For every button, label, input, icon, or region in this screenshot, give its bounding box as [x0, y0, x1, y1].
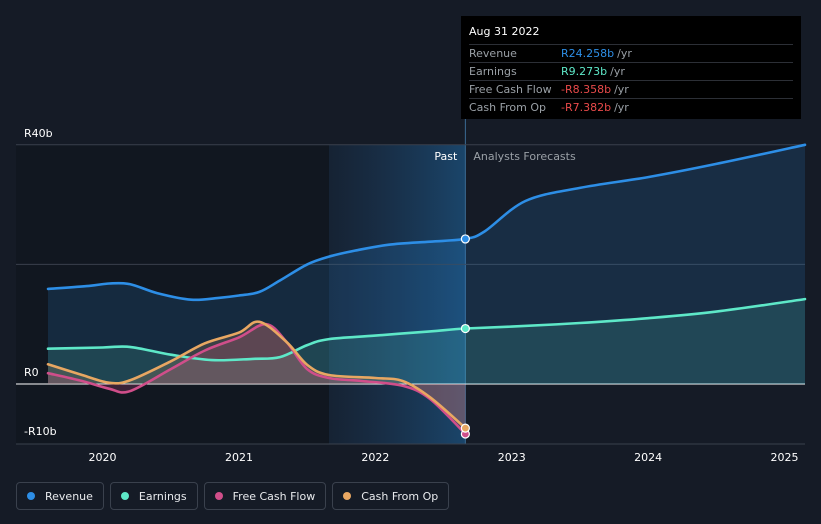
- tooltip-row: Free Cash Flow -R8.358b/yr: [469, 80, 793, 98]
- legend-label: Cash From Op: [361, 489, 439, 503]
- tooltip-row-unit: /yr: [617, 47, 632, 60]
- legend-dot-icon: [120, 492, 129, 500]
- tooltip-row-value: R24.258b: [561, 47, 615, 60]
- tooltip-row-value: -R7.382b: [561, 101, 612, 114]
- x-tick-label: 2022: [361, 451, 389, 464]
- y-tick-label: R0: [24, 366, 39, 379]
- tooltip-row-value: -R8.358b: [561, 83, 612, 96]
- tooltip-row-label: Earnings: [469, 65, 517, 78]
- cfo-line: [46, 320, 467, 430]
- y-tick-label: R40b: [24, 127, 53, 140]
- x-tick-label: 2025: [771, 451, 799, 464]
- legend-label: Earnings: [138, 489, 187, 503]
- x-tick-label: 2021: [225, 451, 253, 464]
- tooltip-row-label: Cash From Op: [469, 101, 547, 114]
- legend-item-revenue[interactable]: Revenue: [16, 482, 104, 510]
- legend-label: Free Cash Flow: [232, 489, 316, 503]
- data-tooltip: Aug 31 2022 Revenue R24.258b/yr Earnings R9…: [461, 16, 801, 119]
- chart-legend: Revenue Earnings Free Cash Flow Cash From O…: [16, 482, 450, 512]
- revenue-line: [46, 143, 807, 302]
- x-tick-label: 2020: [89, 451, 117, 464]
- legend-dot-icon: [27, 492, 35, 500]
- tooltip-row: Cash From Op -R7.382b/yr: [469, 98, 793, 116]
- x-tick-label: 2023: [498, 451, 526, 464]
- tooltip-row-unit: /yr: [610, 65, 625, 78]
- tooltip-row-unit: /yr: [614, 101, 629, 114]
- fcf-area: [48, 324, 466, 434]
- tooltip-date: Aug 31 2022: [469, 25, 540, 38]
- y-tick-label: -R10b: [24, 425, 57, 438]
- tooltip-row-value: R9.273b: [561, 65, 608, 78]
- x-tick-label: 2024: [634, 451, 662, 464]
- revenue-area: [48, 144, 805, 384]
- earnings-area: [48, 299, 805, 384]
- earnings-marker: [460, 323, 470, 334]
- forecast-label: Analysts Forecasts: [473, 150, 576, 163]
- earnings-line: [46, 297, 807, 362]
- tooltip-row-label: Revenue: [469, 47, 517, 60]
- legend-dot-icon: [214, 492, 223, 500]
- legend-item-earnings[interactable]: Earnings: [109, 482, 198, 510]
- tooltip-row-unit: /yr: [614, 83, 629, 96]
- history-background: [16, 144, 329, 445]
- cfo-marker: [460, 423, 470, 433]
- past-region: [328, 144, 466, 445]
- revenue-marker: [460, 234, 470, 244]
- tooltip-row-label: Free Cash Flow: [469, 83, 552, 96]
- legend-item-free-cash-flow[interactable]: Free Cash Flow: [203, 482, 327, 510]
- tooltip-row: Revenue R24.258b/yr: [469, 44, 793, 62]
- past-label: Past: [434, 150, 458, 163]
- legend-item-cash-from-op[interactable]: Cash From Op: [332, 482, 450, 510]
- tooltip-row: Earnings R9.273b/yr: [469, 62, 793, 80]
- legend-label: Revenue: [45, 489, 93, 503]
- cfo-area: [48, 321, 466, 429]
- legend-dot-icon: [343, 492, 352, 500]
